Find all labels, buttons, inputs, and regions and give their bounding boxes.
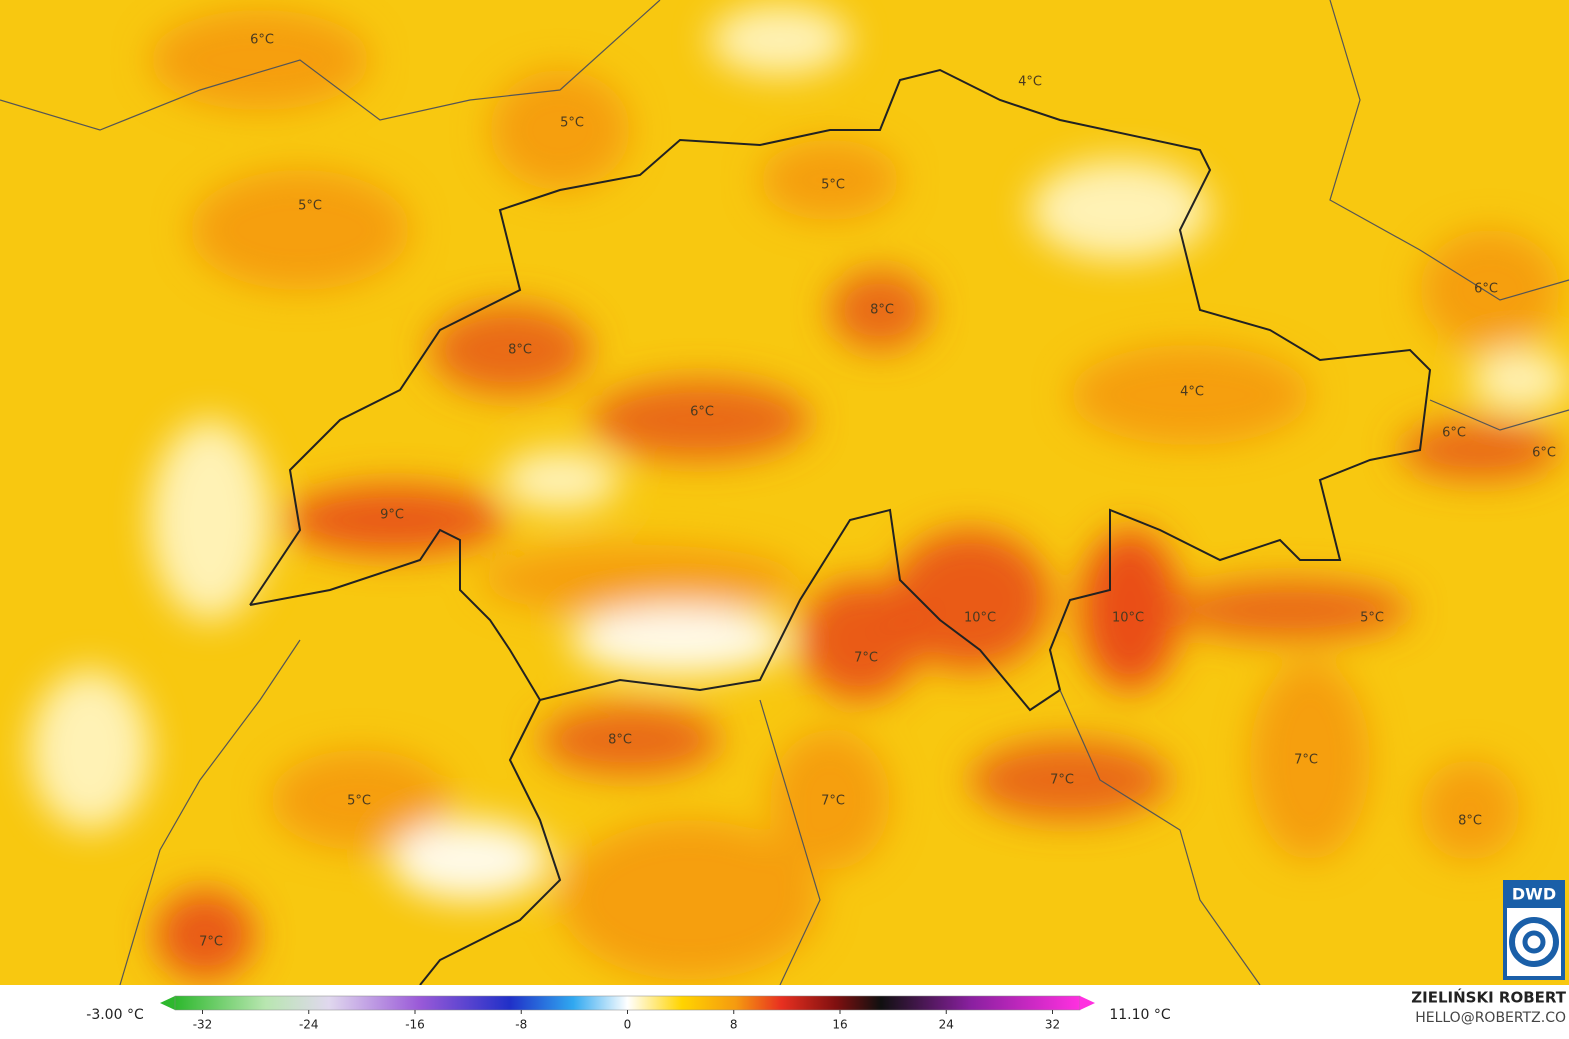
- temperature-blob: [430, 305, 590, 395]
- temperature-blob: [150, 420, 270, 620]
- temperature-label: 8°C: [608, 733, 632, 748]
- temperature-label: 10°C: [1112, 611, 1144, 626]
- temperature-label: 4°C: [1018, 75, 1042, 90]
- temperature-label: 6°C: [1474, 282, 1498, 297]
- colorbar-tick-label: 0: [624, 1018, 632, 1032]
- temperature-label: 6°C: [1442, 426, 1466, 441]
- temperature-blob: [1420, 230, 1560, 350]
- max-label: 11.10 °C: [1109, 1007, 1171, 1023]
- temperature-blob: [30, 670, 150, 830]
- temperature-blob: [285, 485, 505, 555]
- temperature-blob: [1030, 160, 1210, 260]
- temperature-blob: [1470, 350, 1569, 410]
- credit-author: ZIELIŃSKI ROBERT: [1411, 988, 1566, 1007]
- borders: [0, 0, 1569, 986]
- colorbar: -3.00 °C 11.10 °C -32 -24 -16 -8 0 8 16 24 32: [86, 995, 1171, 1032]
- temperature-blob: [890, 530, 1050, 670]
- temperature-blob: [390, 820, 550, 900]
- temperature-label: 5°C: [1360, 611, 1384, 626]
- temperature-blob: [150, 10, 370, 110]
- temperature-label: 10°C: [964, 611, 996, 626]
- colorbar-tick-label: -8: [515, 1018, 527, 1032]
- temperature-blob: [480, 545, 800, 615]
- colorbar-tick-label: 32: [1045, 1018, 1060, 1032]
- temperature-label: 6°C: [690, 405, 714, 420]
- logo-swirl: [1509, 917, 1559, 967]
- temperature-label: 6°C: [1532, 446, 1556, 461]
- temperature-label: 9°C: [380, 508, 404, 523]
- temperature-label: 7°C: [1050, 773, 1074, 788]
- temperature-blob: [1170, 580, 1410, 640]
- temperature-label: 6°C: [250, 33, 274, 48]
- min-label: -3.00 °C: [86, 1007, 144, 1023]
- temperature-label: 5°C: [347, 794, 371, 809]
- colorbar-low-arrow: [160, 996, 175, 1010]
- temperature-blob: [500, 450, 620, 510]
- temperature-label: 7°C: [199, 935, 223, 950]
- temperature-blob: [270, 750, 450, 850]
- colorbar-tick-label: -24: [299, 1018, 319, 1032]
- colorbar-high-arrow: [1080, 996, 1095, 1010]
- temperature-blob: [1420, 760, 1520, 860]
- temperature-blob: [190, 170, 410, 290]
- temperature-label: 5°C: [560, 116, 584, 131]
- colorbar-tick-label: -16: [405, 1018, 425, 1032]
- temperature-blob: [970, 740, 1170, 820]
- temperature-label: 7°C: [854, 651, 878, 666]
- logo-swirl-inner: [1522, 930, 1546, 954]
- colorbar-gradient: [174, 995, 1081, 1011]
- temperature-labels: 6°C 5°C 5°C 5°C 4°C 8°C 8°C 6°C 4°C 6°C 6°C 6°C 9°C 1…: [199, 33, 1556, 950]
- temperature-blob: [1070, 345, 1310, 445]
- temperature-blob: [1250, 660, 1370, 860]
- temperature-blob: [1400, 420, 1560, 480]
- temperature-label: 4°C: [1180, 385, 1204, 400]
- temperature-blob: [1080, 530, 1180, 690]
- temperature-blob: [570, 605, 790, 675]
- colorbar-tick-label: 8: [730, 1018, 738, 1032]
- temperature-blob: [710, 5, 850, 75]
- temperature-blob: [830, 270, 930, 350]
- temperature-blob: [760, 140, 900, 220]
- temperature-label: 5°C: [298, 199, 322, 214]
- temperature-field: [30, 5, 1569, 980]
- colorbar-tick-label: 16: [832, 1018, 847, 1032]
- temperature-label: 8°C: [508, 343, 532, 358]
- temperature-blob: [490, 70, 630, 190]
- temperature-label: 8°C: [1458, 814, 1482, 829]
- temperature-blob: [590, 380, 810, 460]
- temperature-label: 8°C: [870, 303, 894, 318]
- logo-text: DWD: [1512, 885, 1556, 904]
- temperature-label: 7°C: [1294, 753, 1318, 768]
- temperature-label: 7°C: [821, 794, 845, 809]
- colorbar-tick-label: -32: [193, 1018, 213, 1032]
- temperature-blob: [155, 890, 255, 980]
- credit-email: HELLO@ROBERTZ.CO: [1415, 1010, 1566, 1026]
- temperature-blob: [800, 580, 920, 700]
- temperature-label: 5°C: [821, 178, 845, 193]
- temperature-blob: [560, 820, 820, 980]
- temperature-blob: [540, 705, 720, 775]
- colorbar-tick-label: 24: [939, 1018, 954, 1032]
